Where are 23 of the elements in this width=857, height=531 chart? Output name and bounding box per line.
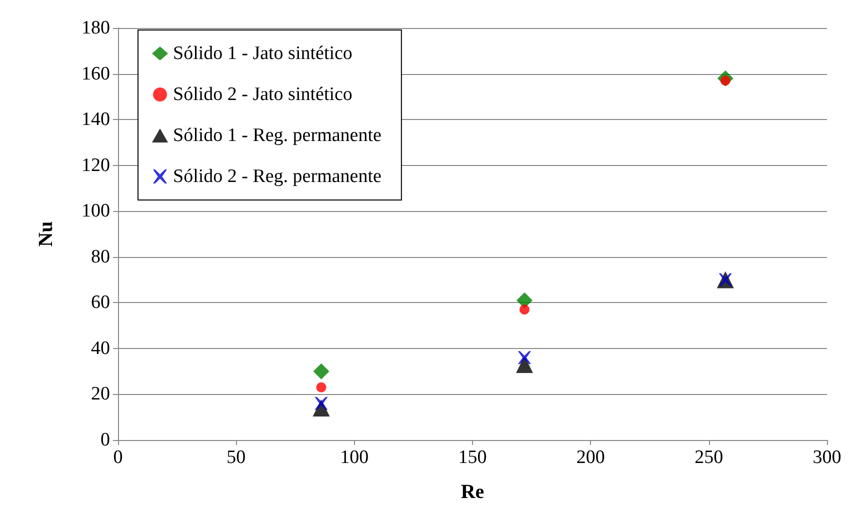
y-axis-title: Nu bbox=[35, 221, 57, 247]
x-tick-label: 50 bbox=[226, 447, 246, 468]
legend-label: Sólido 2 - Jato sintético bbox=[173, 84, 352, 105]
y-tick-label: 140 bbox=[82, 109, 110, 130]
y-tick-label: 60 bbox=[91, 292, 110, 314]
x-tick-label: 0 bbox=[113, 447, 123, 468]
y-tick-label: 120 bbox=[82, 154, 110, 176]
legend-label: Sólido 2 - Reg. permanente bbox=[173, 166, 382, 187]
y-tick-label: 160 bbox=[82, 63, 110, 84]
y-tick-label: 80 bbox=[91, 246, 110, 268]
legend-label: Sólido 1 - Jato sintético bbox=[173, 43, 352, 64]
y-tick-label: 0 bbox=[100, 430, 110, 450]
y-tick-label: 20 bbox=[91, 384, 110, 405]
x-tick-label: 250 bbox=[694, 447, 724, 468]
x-tick-label: 200 bbox=[576, 447, 605, 468]
y-tick-label: 40 bbox=[91, 338, 110, 359]
legend-label: Sólido 1 - Reg. permanente bbox=[173, 125, 382, 146]
x-tick-label: 300 bbox=[812, 447, 842, 468]
y-tick-label: 100 bbox=[82, 200, 110, 222]
x-tick-label: 150 bbox=[458, 447, 487, 468]
x-axis-title: Re bbox=[460, 481, 484, 503]
y-tick-label: 180 bbox=[82, 18, 110, 38]
x-tick-label: 100 bbox=[340, 447, 369, 468]
